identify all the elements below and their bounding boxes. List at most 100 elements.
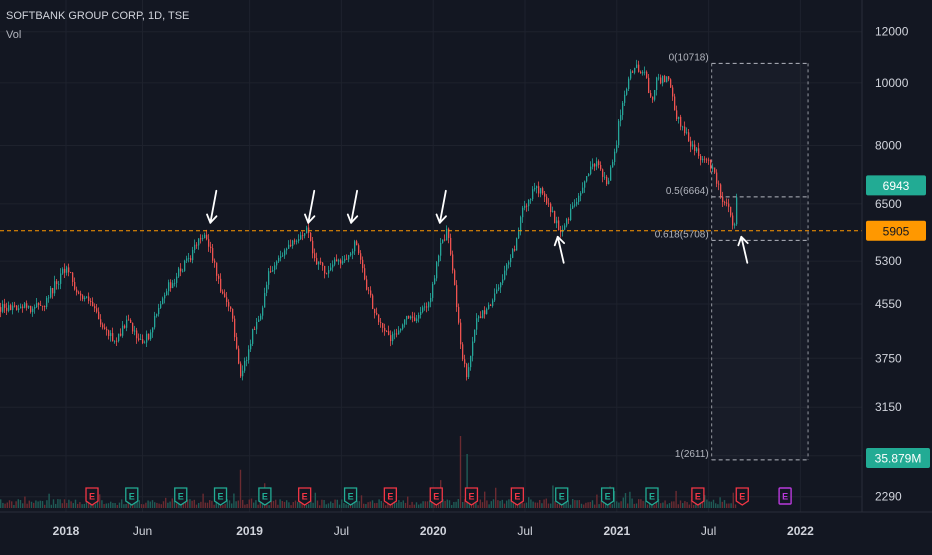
volume-bar: [52, 499, 55, 508]
earnings-marker[interactable]: E: [600, 487, 615, 506]
earnings-marker[interactable]: E: [125, 487, 139, 506]
earnings-marker[interactable]: E: [464, 487, 479, 506]
candle-body: [0, 307, 2, 312]
candle-body: [676, 110, 678, 120]
volume-bar: [492, 499, 495, 508]
candle-body: [352, 251, 354, 254]
volume-bar: [231, 503, 233, 508]
earnings-marker[interactable]: E: [555, 487, 569, 506]
fibonacci-retracement[interactable]: 0(10718) 0.5(6664) 0.618(5708) 1(2611): [655, 52, 809, 461]
volume-bar: [169, 501, 171, 508]
earnings-marker[interactable]: E: [258, 487, 272, 506]
earnings-marker[interactable]: E: [645, 487, 659, 506]
price-tick-label[interactable]: 2290: [875, 490, 902, 504]
candle-body: [456, 285, 458, 308]
volume-legend[interactable]: Vol: [6, 29, 22, 41]
volume-bar: [499, 500, 501, 508]
earnings-letter: E: [468, 492, 474, 502]
volume-bar: [81, 504, 83, 508]
annotation-arrows[interactable]: [206, 189, 749, 264]
earnings-marker[interactable]: E: [510, 487, 524, 506]
earnings-marker[interactable]: E: [778, 487, 792, 505]
volume-bar: [114, 503, 116, 508]
price-tick-label[interactable]: 4550: [875, 297, 902, 311]
candle-body: [556, 220, 558, 224]
time-tick-label[interactable]: 2018: [53, 524, 80, 538]
price-tick-label[interactable]: 12000: [875, 25, 909, 39]
candle-body: [76, 289, 78, 293]
volume-bar: [464, 499, 466, 508]
candle-body: [728, 203, 730, 207]
earnings-badge: [343, 487, 358, 506]
candle-body: [726, 202, 728, 204]
arrow-down-marker[interactable]: [206, 189, 218, 224]
earnings-marker[interactable]: E: [429, 487, 443, 506]
time-tick-label[interactable]: Jul: [701, 524, 716, 538]
price-tick-label[interactable]: 3150: [875, 400, 902, 414]
candle-body: [108, 330, 110, 336]
price-label-tag[interactable]: [866, 448, 930, 468]
time-tick-label[interactable]: Jul: [334, 524, 349, 538]
candle-body: [632, 71, 634, 73]
price-label-tag[interactable]: [866, 175, 926, 196]
candle-body: [90, 300, 92, 303]
candle-body: [146, 333, 148, 343]
price-tick-label[interactable]: 6500: [875, 197, 902, 211]
price-tick-label[interactable]: 10000: [875, 76, 909, 90]
candle-body: [36, 303, 38, 308]
price-tick-label[interactable]: 5300: [875, 254, 902, 268]
time-tick-label[interactable]: 2020: [420, 524, 447, 538]
candle-body: [310, 232, 312, 241]
time-tick-label[interactable]: 2022: [787, 524, 814, 538]
earnings-marker[interactable]: E: [85, 487, 99, 506]
arrow-down-marker[interactable]: [435, 189, 447, 224]
earnings-marker[interactable]: E: [383, 487, 398, 506]
candle-body: [566, 219, 568, 226]
earnings-marker[interactable]: E: [174, 487, 188, 506]
volume-bar: [319, 505, 321, 508]
arrow-up-marker[interactable]: [553, 235, 566, 264]
earnings-marker[interactable]: E: [298, 487, 312, 506]
volume-bar: [28, 500, 30, 508]
symbol-title[interactable]: SOFTBANK GROUP CORP, 1D, TSE: [6, 10, 190, 22]
time-tick-label[interactable]: Jun: [133, 524, 152, 538]
price-tick-label[interactable]: 8000: [875, 139, 902, 153]
arrow-down-marker[interactable]: [346, 189, 359, 224]
volume-bar: [165, 497, 167, 508]
volume-bar: [301, 502, 303, 508]
candle-body: [482, 310, 484, 319]
volume-bar: [22, 503, 24, 508]
volume-bar: [633, 503, 635, 508]
earnings-marker[interactable]: E: [213, 487, 228, 506]
volume-bar: [572, 499, 574, 508]
volume-bar: [490, 501, 492, 508]
candle-body: [212, 248, 214, 261]
price-tick-label[interactable]: 3750: [875, 351, 902, 365]
candle-body: [82, 295, 84, 300]
volume-bar: [330, 501, 332, 508]
volume-bar: [226, 499, 228, 508]
earnings-badge: [125, 487, 139, 506]
time-tick-label[interactable]: 2019: [236, 524, 263, 538]
price-label-tag[interactable]: [866, 220, 926, 241]
candle-body: [340, 260, 342, 264]
candle-body: [194, 244, 196, 250]
earnings-marker[interactable]: E: [735, 487, 749, 506]
volume-bar: [569, 504, 572, 508]
time-tick-label[interactable]: 2021: [603, 524, 630, 538]
arrow-down-marker[interactable]: [304, 189, 316, 224]
volume-bar: [596, 494, 598, 508]
candle-body: [590, 166, 592, 174]
earnings-marker[interactable]: E: [343, 487, 358, 506]
arrow-up-marker[interactable]: [737, 235, 749, 264]
earnings-marker[interactable]: E: [691, 487, 705, 506]
candle-body: [94, 306, 96, 309]
earnings-letter: E: [387, 492, 393, 502]
volume-bar: [396, 502, 398, 508]
time-tick-label[interactable]: Jul: [517, 524, 532, 538]
volume-bar: [312, 502, 314, 508]
